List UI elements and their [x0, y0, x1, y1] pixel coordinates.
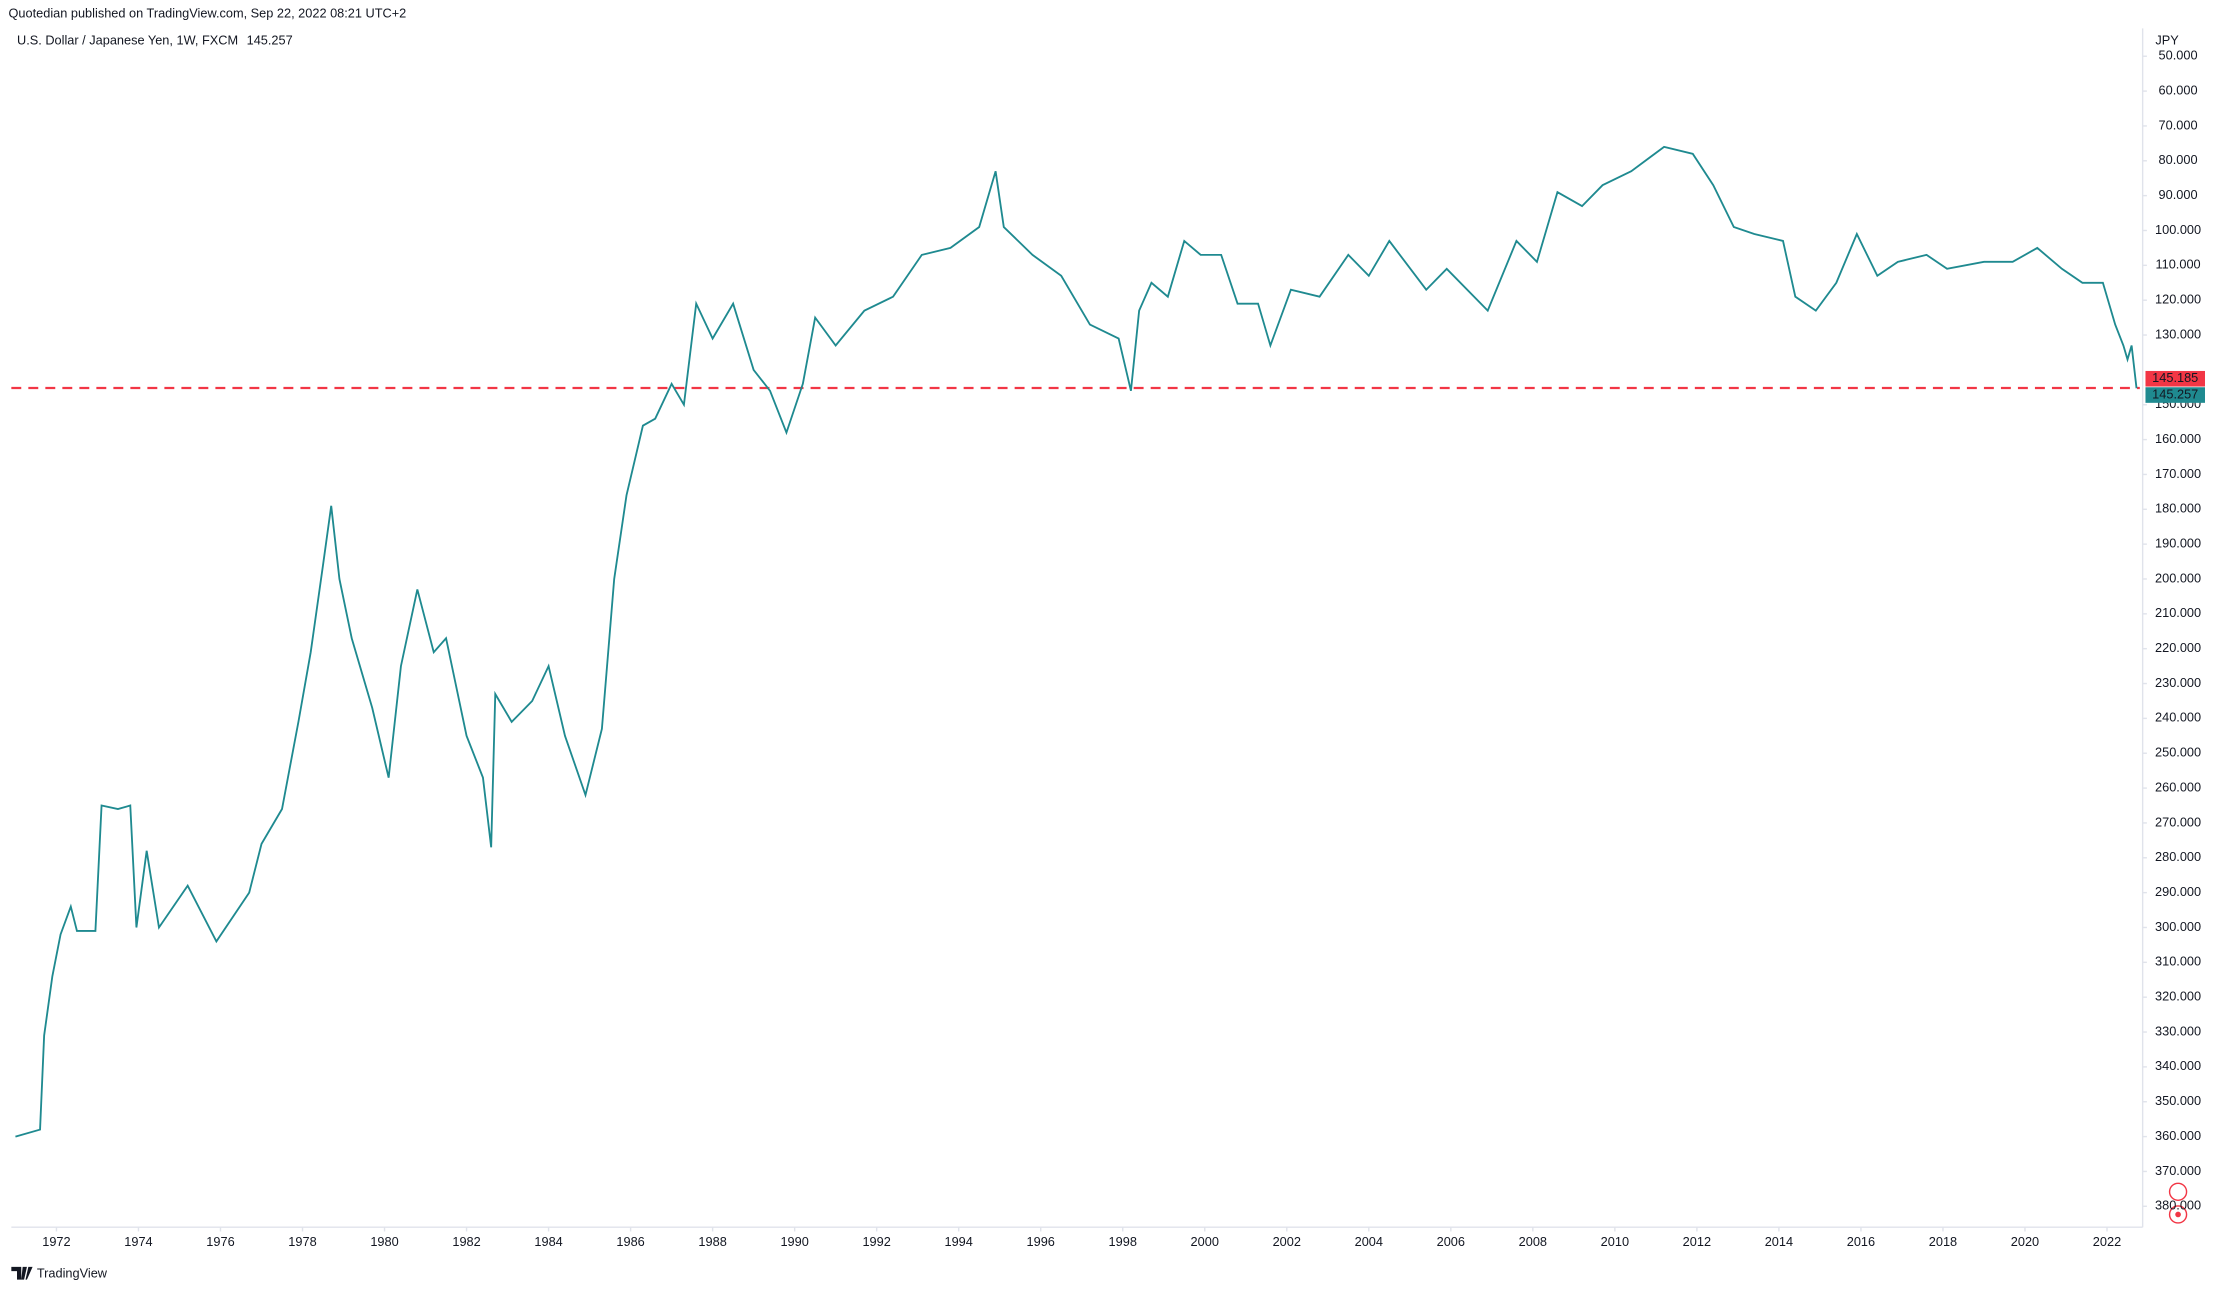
y-tick-label: 190.000 [2155, 536, 2201, 551]
x-tick-label: 1994 [945, 1234, 973, 1249]
flag-icon [2168, 1182, 2188, 1201]
x-tick-label: 1980 [370, 1234, 398, 1249]
y-tick-label: 360.000 [2155, 1128, 2201, 1143]
x-tick-label: 1982 [452, 1234, 480, 1249]
y-tick-label: 180.000 [2155, 501, 2201, 516]
y-tick-label: 240.000 [2155, 710, 2201, 725]
x-tick-label: 2022 [2093, 1234, 2121, 1249]
y-tick-label: 200.000 [2155, 570, 2201, 585]
y-tick-label: 340.000 [2155, 1058, 2201, 1073]
y-tick-label: 120.000 [2155, 292, 2201, 307]
y-tick-label: 230.000 [2155, 675, 2201, 690]
y-tick-label: 380.000 [2155, 1198, 2201, 1213]
y-tick-label: 60.000 [2159, 82, 2198, 97]
x-tick-label: 1996 [1027, 1234, 1055, 1249]
y-tick-label: 70.000 [2159, 117, 2198, 132]
x-tick-label: 1974 [124, 1234, 152, 1249]
y-tick-label: 280.000 [2155, 849, 2201, 864]
x-tick-label: 2004 [1355, 1234, 1383, 1249]
x-tick-label: 2020 [2011, 1234, 2039, 1249]
event-dot [2175, 1211, 2181, 1218]
y-tick-label: 260.000 [2155, 779, 2201, 794]
y-tick-label: 80.000 [2159, 152, 2198, 167]
x-tick-label: 1990 [780, 1234, 808, 1249]
y-tick-label: 370.000 [2155, 1163, 2201, 1178]
x-tick-label: 2006 [1437, 1234, 1465, 1249]
y-tick-label: 320.000 [2155, 989, 2201, 1004]
x-tick-label: 1972 [42, 1234, 70, 1249]
last-price-badge-label: 145.257 [2152, 386, 2198, 401]
x-tick-label: 2012 [1683, 1234, 1711, 1249]
logo-icon [11, 1266, 33, 1280]
x-tick-label: 1984 [534, 1234, 562, 1249]
x-tick-label: 1992 [862, 1234, 890, 1249]
last-price-header: 145.257 [247, 32, 293, 47]
brand-logo: TradingView [11, 1265, 108, 1280]
alert-icons [2168, 1182, 2188, 1224]
y-tick-label: 210.000 [2155, 605, 2201, 620]
price-line [15, 145, 2138, 1138]
x-tick-label: 1988 [698, 1234, 726, 1249]
y-tick-label: 170.000 [2155, 466, 2201, 481]
symbol-title: U.S. Dollar / Japanese Yen, 1W, FXCM [17, 32, 238, 47]
y-tick-label: 250.000 [2155, 745, 2201, 760]
x-tick-label: 2000 [1191, 1234, 1219, 1249]
x-tick-label: 1986 [616, 1234, 644, 1249]
y-tick-label: 270.000 [2155, 814, 2201, 829]
y-tick-label: 300.000 [2155, 919, 2201, 934]
y-tick-label: 160.000 [2155, 431, 2201, 446]
y-tick-label: 220.000 [2155, 640, 2201, 655]
y-tick-label: 130.000 [2155, 326, 2201, 341]
level-badge-label: 145.185 [2152, 370, 2198, 385]
x-tick-label: 2002 [1273, 1234, 1301, 1249]
x-tick-label: 2016 [1847, 1234, 1875, 1249]
y-tick-label: 330.000 [2155, 1023, 2201, 1038]
y-tick-label: 100.000 [2155, 222, 2201, 237]
x-tick-label: 1976 [206, 1234, 234, 1249]
x-tick-label: 1978 [288, 1234, 316, 1249]
y-tick-label: 90.000 [2159, 187, 2198, 202]
x-tick-label: 2018 [1929, 1234, 1957, 1249]
x-tick-label: 1998 [1109, 1234, 1137, 1249]
level-badge [2145, 370, 2205, 387]
y-tick-label: 50.000 [2159, 48, 2198, 63]
brand-name: TradingView [37, 1265, 108, 1280]
x-tick-label: 2010 [1601, 1234, 1629, 1249]
last-price-badge [2145, 387, 2205, 403]
y-tick-label: 110.000 [2155, 257, 2200, 272]
y-tick-label: 310.000 [2155, 954, 2201, 969]
y-tick-label: 350.000 [2155, 1093, 2201, 1108]
x-tick-label: 2014 [1765, 1234, 1793, 1249]
x-tick-label: 2008 [1519, 1234, 1547, 1249]
y-tick-label: 290.000 [2155, 884, 2201, 899]
y-unit: JPY [2155, 32, 2179, 47]
publisher-line: Quotedian published on TradingView.com, … [9, 6, 407, 21]
